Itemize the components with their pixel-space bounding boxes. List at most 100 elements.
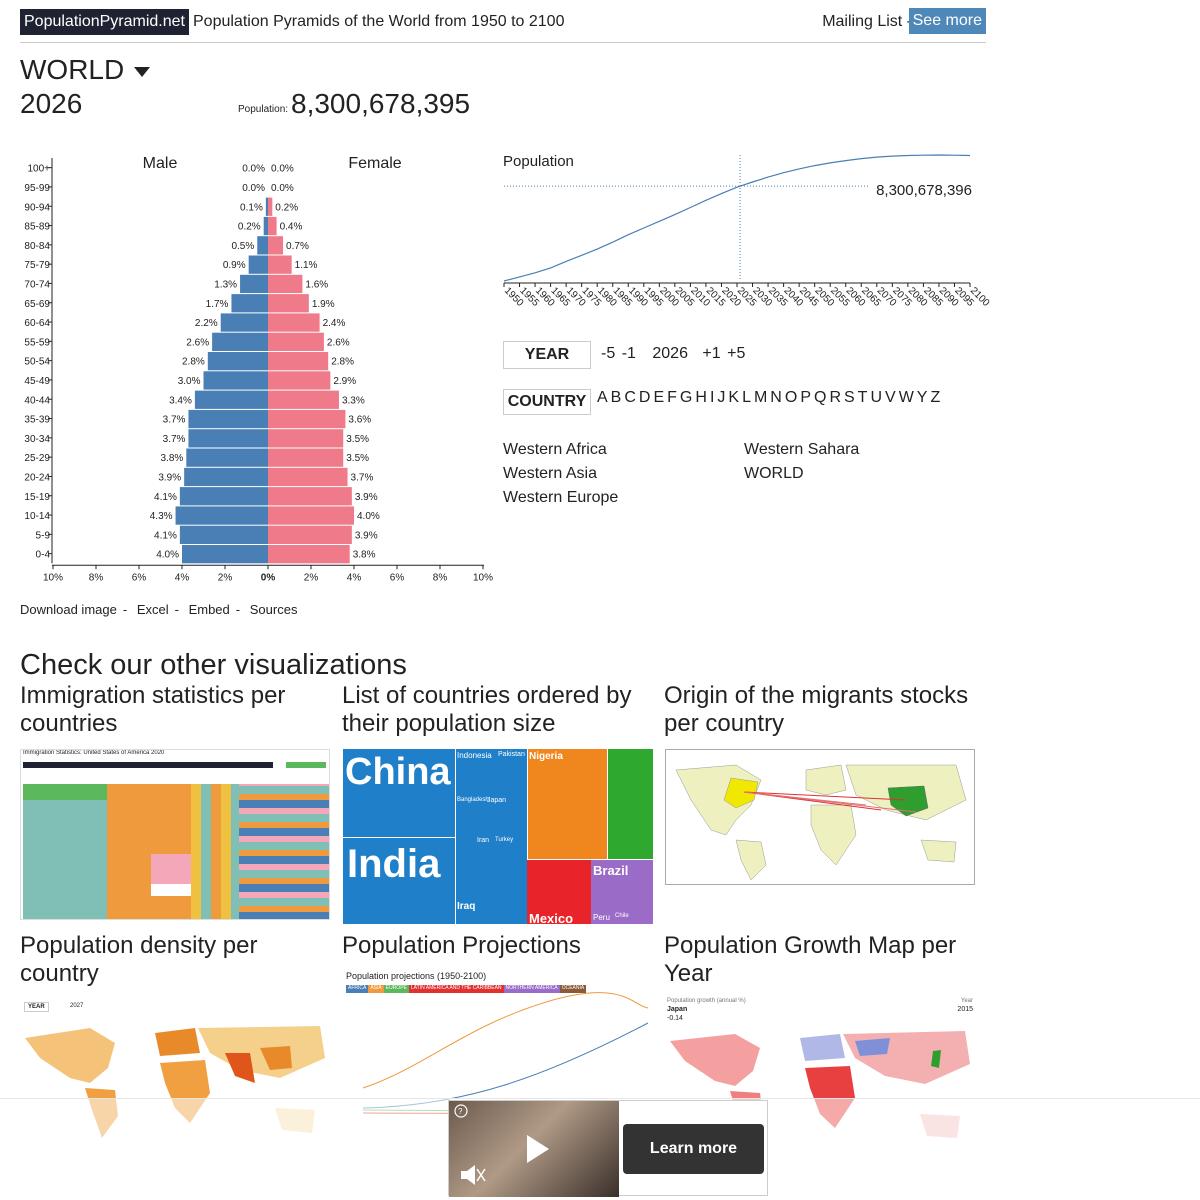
treemap-bangladesh: Bangladesh xyxy=(457,797,489,803)
letter-link-k[interactable]: K xyxy=(728,389,740,406)
growth-year-label: Year xyxy=(960,998,973,1004)
year-minus1-link[interactable]: -1 xyxy=(621,345,636,362)
letter-link-s[interactable]: S xyxy=(844,389,855,406)
age-label: 45-49 xyxy=(24,376,50,387)
letter-link-r[interactable]: R xyxy=(829,389,841,406)
x-tick-label: 4% xyxy=(347,572,362,583)
thumb-immigration-title: Immigration Statistics: United States of… xyxy=(23,750,165,756)
treemap-iran: Iran xyxy=(477,837,490,844)
site-logo[interactable]: PopulationPyramid.net xyxy=(20,9,189,35)
letter-link-q[interactable]: Q xyxy=(813,389,827,406)
letter-link-y[interactable]: Y xyxy=(916,389,928,406)
thumb-population-size[interactable]: China India Indonesia Pakistan Banglades… xyxy=(343,749,653,924)
year-minus5-link[interactable]: -5 xyxy=(601,345,616,362)
male-value-label: 3.7% xyxy=(163,434,186,445)
treemap-chile: Chile xyxy=(615,913,629,919)
letter-link-a[interactable]: A xyxy=(597,389,608,406)
viz-title-migrant-origin[interactable]: Origin of the migrants stocks per countr… xyxy=(664,682,969,737)
projections-legend: AFRICA ASIA EUROPE LATIN AMERICA AND THE… xyxy=(346,985,587,993)
male-label: Male xyxy=(143,155,178,172)
male-bar xyxy=(231,294,268,313)
letter-link-t[interactable]: T xyxy=(857,389,868,406)
letter-link-j[interactable]: J xyxy=(717,389,726,406)
letter-link-h[interactable]: H xyxy=(695,389,707,406)
female-value-label: 0.4% xyxy=(280,222,303,233)
female-bar xyxy=(268,487,352,506)
learn-more-button[interactable]: Learn more xyxy=(623,1124,764,1174)
growth-value: -0.14 xyxy=(667,1015,683,1022)
growth-country: Japan xyxy=(667,1006,688,1013)
viz-title-density[interactable]: Population density per country xyxy=(20,932,258,987)
x-tick-label: 6% xyxy=(390,572,405,583)
mailing-list-link[interactable]: Mailing List - xyxy=(822,13,912,30)
letter-link-d[interactable]: D xyxy=(638,389,651,406)
female-value-label: 2.9% xyxy=(333,376,356,387)
caret-down-icon[interactable] xyxy=(134,66,151,77)
female-value-label: 2.6% xyxy=(327,337,350,348)
male-bar xyxy=(179,487,268,506)
letter-link-p[interactable]: P xyxy=(800,389,811,406)
see-more-button[interactable]: See more xyxy=(908,8,986,34)
viz-title-population-size[interactable]: List of countries ordered by their popul… xyxy=(342,682,632,737)
year-plus5-link[interactable]: +5 xyxy=(727,345,746,362)
country-link[interactable]: WORLD xyxy=(744,465,804,482)
legend-latam: LATIN AMERICA AND THE CARIBBEAN xyxy=(408,985,504,993)
country-link[interactable]: Western Africa xyxy=(503,441,607,458)
excel-link[interactable]: Excel xyxy=(136,602,169,617)
letter-link-u[interactable]: U xyxy=(870,389,883,406)
video-ad[interactable]: ? Learn more xyxy=(448,1100,768,1197)
embed-link[interactable]: Embed xyxy=(188,602,230,617)
play-icon[interactable]: ? xyxy=(449,1101,619,1197)
year-plus1-link[interactable]: +1 xyxy=(702,345,721,362)
thumb-block xyxy=(191,784,239,919)
letter-link-z[interactable]: Z xyxy=(930,389,941,406)
download-image-link[interactable]: Download image xyxy=(20,602,117,617)
letter-link-i[interactable]: I xyxy=(709,389,715,406)
female-label: Female xyxy=(348,155,401,172)
chart-title: Population xyxy=(503,153,574,170)
male-bar xyxy=(257,236,268,255)
female-bar xyxy=(268,429,344,448)
male-value-label: 1.3% xyxy=(214,279,237,290)
female-bar xyxy=(268,352,329,371)
letter-link-n[interactable]: N xyxy=(770,389,782,406)
treemap-indonesia: Indonesia xyxy=(457,751,492,760)
country-link[interactable]: Western Asia xyxy=(503,465,597,482)
female-value-label: 1.9% xyxy=(312,299,335,310)
site-header: PopulationPyramid.net Population Pyramid… xyxy=(20,7,986,43)
treemap-pakistan: Pakistan xyxy=(498,751,525,758)
thumb-block xyxy=(151,854,191,884)
letter-link-m[interactable]: M xyxy=(753,389,768,406)
letter-link-g[interactable]: G xyxy=(679,389,693,406)
female-value-label: 2.8% xyxy=(331,357,354,368)
viz-title-immigration[interactable]: Immigration statistics per countries xyxy=(20,682,286,737)
viz-title-growth-map[interactable]: Population Growth Map per Year xyxy=(664,932,957,987)
viz-title-projections[interactable]: Population Projections xyxy=(342,932,581,959)
letter-link-o[interactable]: O xyxy=(784,389,798,406)
age-label: 0-4 xyxy=(36,550,51,561)
thumb-immigration[interactable]: Immigration Statistics: United States of… xyxy=(20,749,330,920)
letter-link-b[interactable]: B xyxy=(610,389,622,406)
sources-link[interactable]: Sources xyxy=(249,602,298,617)
letter-link-e[interactable]: E xyxy=(653,389,665,406)
female-bar xyxy=(268,448,344,467)
letter-link-v[interactable]: V xyxy=(885,389,896,406)
x-tick-label: 2% xyxy=(218,572,233,583)
letter-link-f[interactable]: F xyxy=(667,389,677,406)
country-link[interactable]: Western Sahara xyxy=(744,441,860,458)
male-bar xyxy=(265,197,268,216)
letter-link-l[interactable]: L xyxy=(742,389,751,406)
treemap-africa-block xyxy=(527,749,607,859)
country-label: COUNTRY xyxy=(503,389,591,415)
treemap-japan: Japan xyxy=(487,797,507,804)
population-value: 8,300,678,395 xyxy=(291,88,471,119)
male-bar xyxy=(184,467,268,487)
ad-video-thumbnail[interactable]: ? xyxy=(449,1101,619,1197)
country-selector[interactable]: WORLD xyxy=(20,54,151,86)
letter-link-c[interactable]: C xyxy=(624,389,636,406)
female-value-label: 3.9% xyxy=(355,530,378,541)
thumb-migrant-origin[interactable] xyxy=(665,749,975,885)
male-bar xyxy=(186,448,268,467)
country-link[interactable]: Western Europe xyxy=(503,489,619,506)
letter-link-w[interactable]: W xyxy=(898,389,914,406)
